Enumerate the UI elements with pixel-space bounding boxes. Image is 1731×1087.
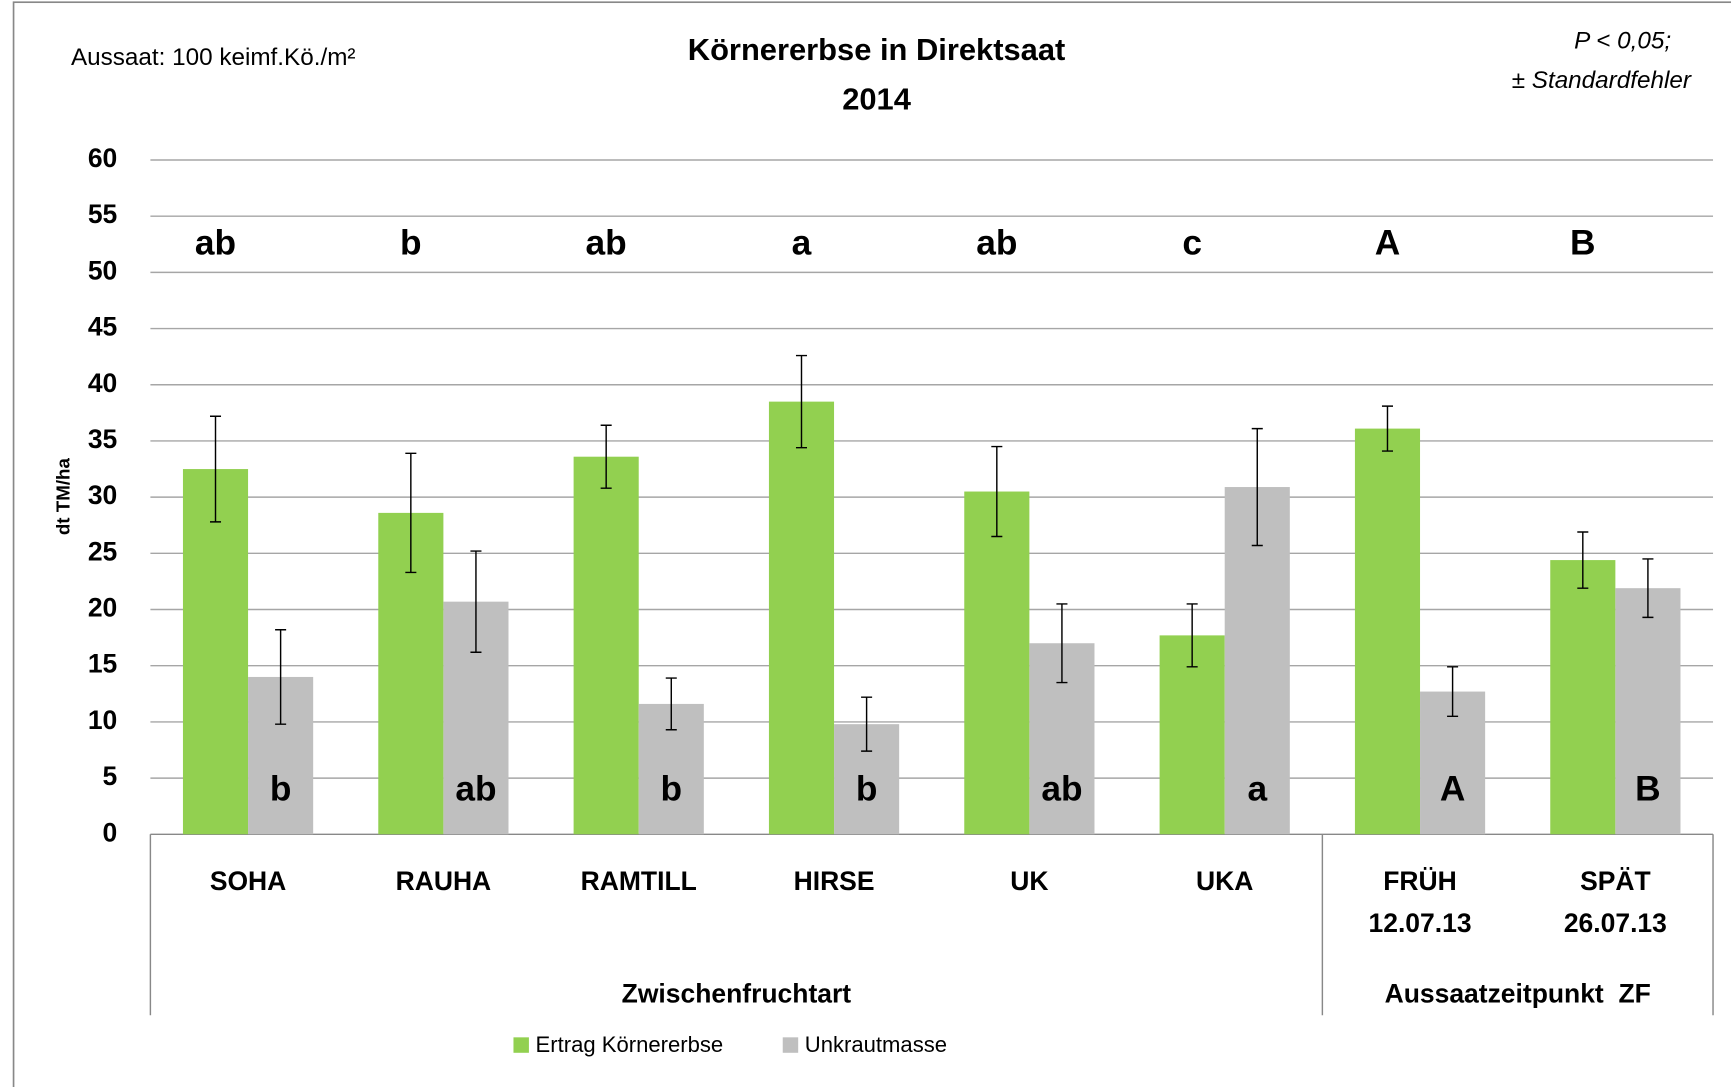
error-bar: [991, 445, 1003, 538]
annotation: Aussaat: 100 keimf.Kö./m²: [71, 44, 356, 71]
significance-letter: A: [1440, 770, 1466, 809]
significance-letter: b: [400, 223, 422, 262]
bar: [964, 491, 1030, 835]
significance-letter: c: [1182, 223, 1202, 262]
significance-letter: ab: [586, 223, 627, 262]
x-tick-label: UK: [1010, 866, 1048, 896]
error-bar: [1056, 603, 1068, 684]
annotation: P < 0,05;: [1574, 27, 1671, 54]
legend-swatch: [782, 1037, 799, 1053]
error-bar: [861, 696, 873, 752]
y-tick-label: 35: [88, 424, 117, 454]
error-bar: [1381, 405, 1393, 452]
annotation: ± Standardfehler: [1512, 67, 1692, 94]
error-bar: [275, 629, 287, 725]
y-tick-label: 0: [103, 817, 118, 847]
chart-frame: [12, 1, 1731, 1087]
significance-letter: a: [1247, 770, 1267, 809]
x-tick-sublabel: 12.07.13: [1369, 908, 1472, 938]
error-bar: [405, 452, 417, 574]
bar: [573, 456, 639, 835]
x-tick-label: RAMTILL: [581, 866, 697, 896]
x-tick-sublabel: 26.07.13: [1564, 908, 1667, 938]
x-tick-label: SPÄT: [1580, 866, 1651, 896]
y-tick-label: 55: [88, 199, 117, 229]
bar: [1159, 635, 1225, 835]
significance-letter: a: [792, 223, 812, 262]
bar: [1615, 588, 1681, 835]
group-label: Zwischenfruchtart: [622, 978, 852, 1008]
error-bar: [1447, 666, 1459, 718]
bar: [182, 469, 249, 835]
y-tick-label: 45: [88, 312, 117, 342]
y-tick-label: 30: [88, 480, 117, 510]
y-tick-label: 60: [88, 143, 117, 173]
y-tick-label: 20: [88, 593, 117, 623]
y-tick-label: 25: [88, 536, 117, 566]
y-tick-label: 50: [88, 255, 117, 285]
group-label: Aussaatzeitpunkt ZF: [1385, 978, 1651, 1008]
x-tick-label: HIRSE: [794, 866, 875, 896]
error-bar: [470, 550, 482, 653]
bar: [1550, 560, 1616, 835]
significance-letter: b: [856, 770, 878, 809]
y-axis-label: dt TM/ha: [52, 457, 73, 535]
x-tick-label: FRÜH: [1383, 866, 1457, 896]
x-tick-label: UKA: [1196, 866, 1253, 896]
error-bar: [1642, 558, 1654, 619]
error-bar: [600, 424, 612, 489]
chart-title: Körnererbse in Direktsaat: [688, 32, 1066, 67]
significance-letter: ab: [976, 223, 1017, 262]
error-bar: [1577, 531, 1589, 589]
significance-letter: ab: [455, 770, 496, 809]
significance-letter: B: [1635, 770, 1661, 809]
y-tick-label: 40: [88, 368, 117, 398]
significance-letter: b: [270, 770, 292, 809]
bar: [768, 401, 835, 835]
y-tick-label: 10: [88, 705, 117, 735]
significance-letter: ab: [195, 223, 236, 262]
legend-label: Ertrag Körnererbse: [536, 1032, 724, 1057]
y-tick-label: 5: [103, 761, 118, 791]
significance-letter: B: [1570, 223, 1596, 262]
error-bar: [1186, 603, 1198, 668]
legend-label: Unkrautmasse: [805, 1032, 947, 1057]
error-bar: [665, 677, 677, 731]
significance-letter: b: [660, 770, 682, 809]
legend-swatch: [513, 1037, 529, 1053]
error-bar: [795, 354, 808, 449]
chart-subtitle: 2014: [842, 82, 911, 117]
x-tick-label: RAUHA: [396, 866, 492, 896]
x-tick-label: SOHA: [210, 866, 286, 896]
bar: [1354, 428, 1421, 835]
error-bar: [1251, 427, 1263, 547]
y-tick-label: 15: [88, 649, 117, 679]
significance-letter: ab: [1041, 770, 1082, 809]
significance-letter: A: [1375, 223, 1401, 262]
error-bar: [209, 415, 222, 523]
